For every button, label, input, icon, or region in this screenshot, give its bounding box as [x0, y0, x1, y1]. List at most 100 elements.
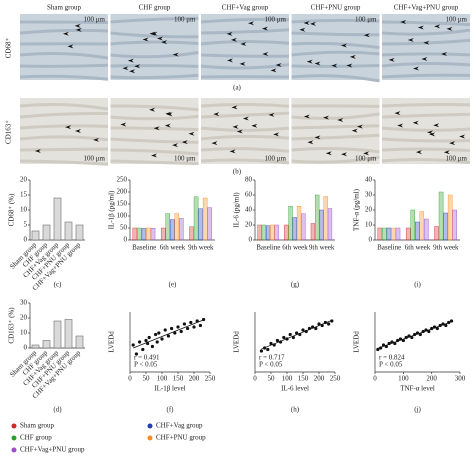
arrowhead [314, 61, 321, 66]
point [173, 331, 177, 335]
legend-marker [11, 423, 17, 429]
scale-bar: 100 μm [265, 16, 287, 24]
tissue-fiber [110, 31, 199, 39]
y-tick-label: 0 [24, 236, 28, 244]
arrowhead [388, 57, 395, 62]
arrowhead [340, 43, 347, 48]
tissue-fiber [291, 18, 380, 24]
micrograph [110, 14, 199, 80]
panel-label: (e) [169, 281, 177, 289]
arrowhead [229, 149, 236, 154]
arrowhead [213, 112, 220, 117]
arrowhead [65, 125, 72, 130]
legend-marker [147, 435, 153, 441]
group-label: CHF+Vag group [222, 4, 269, 12]
panel-label: (a) [233, 84, 241, 92]
scale-bar: 100 μm [355, 16, 377, 24]
tissue-fiber [381, 126, 471, 132]
bar [434, 226, 439, 241]
tissue-fiber [19, 147, 109, 152]
bar [270, 224, 275, 241]
x-tick-label: 100 [398, 375, 409, 383]
bar [274, 224, 279, 241]
arrowhead [441, 51, 448, 56]
arrowhead [262, 52, 269, 57]
point [138, 340, 142, 344]
group-label: CHF group [139, 4, 171, 12]
x-tick-label: 250 [205, 375, 216, 383]
arrowhead [261, 26, 268, 31]
y-tick-label: 100 [117, 212, 128, 220]
point [266, 347, 270, 352]
panel-label: (h) [291, 406, 300, 414]
y-tick-label: 5 [24, 221, 28, 229]
legend-label: CHF+Vag group [156, 422, 203, 430]
legend-label: CHF+Vag+PNU group [20, 446, 85, 454]
legend-marker [147, 423, 153, 429]
y-label: LVEDd [233, 331, 241, 353]
tissue-fiber [291, 31, 380, 37]
y-tick-label: 250 [117, 176, 128, 184]
bar [174, 213, 180, 241]
micrograph [20, 98, 108, 164]
legend-label: Sham group [20, 422, 55, 430]
x-tick-label: 200 [314, 375, 325, 383]
x-tick-label: 9th week [433, 244, 459, 252]
panel-label: (j) [414, 406, 421, 414]
arrowhead [251, 123, 258, 128]
arrowhead [62, 31, 69, 36]
panel-label: (d) [53, 406, 62, 414]
tissue-fiber [381, 61, 471, 68]
tissue-fiber [19, 102, 109, 111]
tissue-fiber [110, 137, 199, 144]
arrowhead [351, 128, 358, 133]
tissue-fiber [110, 114, 199, 121]
arrowhead [443, 150, 450, 155]
y-tick-label: 150 [117, 200, 128, 208]
micrograph [201, 14, 289, 80]
arrowhead [151, 153, 158, 158]
point [427, 329, 431, 334]
bar [64, 319, 73, 349]
arrowhead [341, 152, 348, 157]
bar [301, 213, 306, 241]
tissue-fiber [19, 159, 109, 166]
legend-label: CHF group [20, 434, 52, 442]
row-label: CD163⁺ [5, 120, 13, 144]
annotation: r = 0.491 [134, 354, 160, 362]
group-label: CHF+Vag+PNU group [394, 4, 459, 12]
point [192, 325, 196, 329]
point [314, 326, 318, 331]
tissue-fiber [19, 111, 109, 119]
y-tick-label: 200 [117, 188, 128, 196]
point [282, 335, 286, 340]
arrowhead [407, 37, 414, 42]
tissue-fiber [381, 147, 471, 153]
tissue-fiber [200, 28, 290, 35]
y-tick-label: 40 [245, 206, 253, 214]
bar [438, 191, 444, 241]
point [176, 325, 180, 329]
group-label: Sham group [47, 4, 82, 12]
arrowhead [337, 117, 344, 122]
bar [42, 224, 51, 241]
bar [266, 225, 271, 241]
arrowhead [248, 21, 255, 26]
annotation: P < 0.05 [134, 361, 158, 369]
scale-bar: 100 μm [84, 16, 106, 24]
arrowhead [303, 114, 310, 119]
arrowhead [314, 135, 321, 140]
point [163, 328, 167, 332]
tissue-fiber [200, 103, 290, 108]
point [141, 347, 145, 352]
bar [31, 230, 40, 241]
y-tick-label: 60 [245, 191, 253, 199]
point [170, 326, 174, 331]
x-tick-label: Baseline [377, 244, 401, 252]
arrowhead [397, 123, 404, 128]
tissue-fiber [381, 112, 471, 119]
bar [189, 226, 194, 241]
micrograph [20, 14, 108, 80]
bar [319, 209, 324, 241]
tissue-fiber [381, 52, 471, 57]
